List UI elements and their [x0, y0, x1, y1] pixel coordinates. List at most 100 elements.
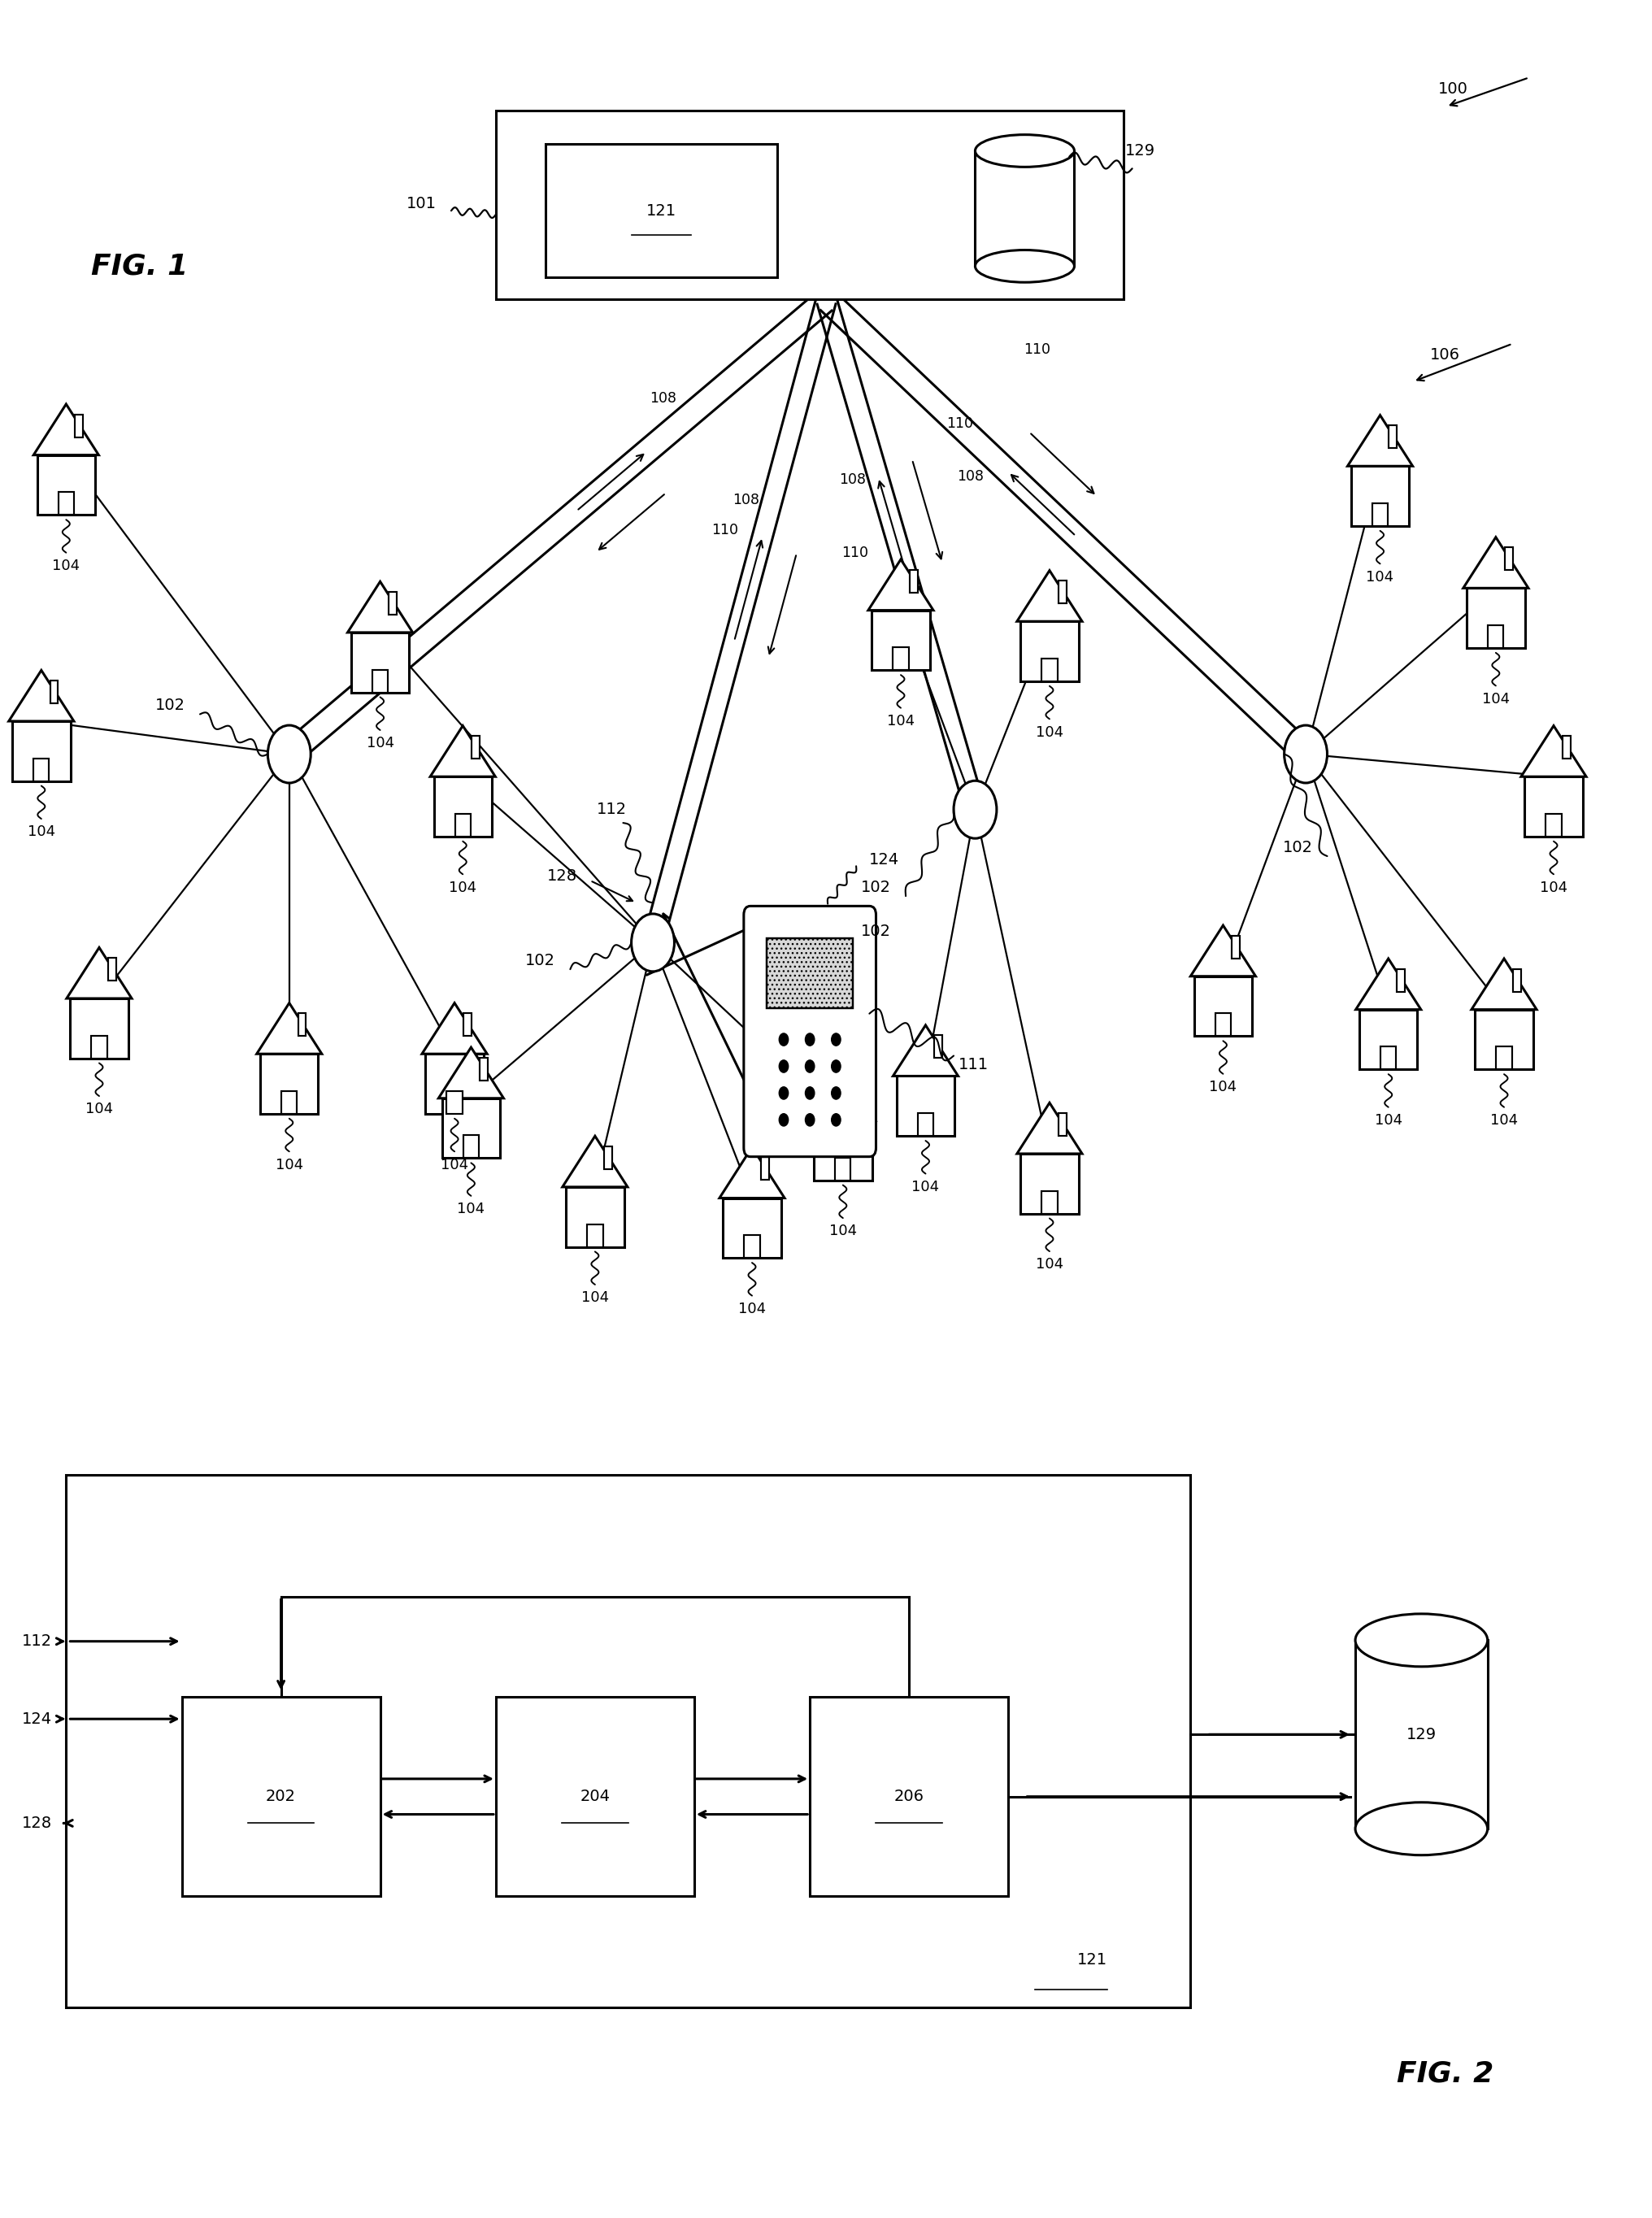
Bar	[917, 1113, 933, 1136]
Ellipse shape	[975, 251, 1074, 282]
Text: 108: 108	[649, 390, 676, 406]
Bar	[1545, 814, 1561, 836]
Bar	[586, 1224, 603, 1247]
Text: 108: 108	[839, 472, 866, 488]
Bar	[1561, 736, 1569, 759]
Polygon shape	[438, 1047, 504, 1098]
Bar	[372, 670, 388, 692]
Bar	[496, 1697, 694, 1896]
Polygon shape	[430, 725, 496, 776]
Text: 100: 100	[1437, 82, 1467, 95]
Bar	[471, 736, 479, 759]
Polygon shape	[33, 404, 99, 455]
Polygon shape	[1470, 958, 1536, 1009]
Bar	[895, 1076, 955, 1136]
Bar	[1057, 1113, 1066, 1136]
Text: FIG. 2: FIG. 2	[1396, 2061, 1493, 2087]
Text: 106: 106	[1429, 348, 1459, 362]
Bar	[743, 1235, 760, 1258]
Polygon shape	[1462, 537, 1528, 588]
Circle shape	[805, 1113, 814, 1127]
Bar	[50, 681, 58, 703]
Text: 104: 104	[86, 1102, 112, 1116]
Bar	[813, 1120, 872, 1180]
Text: 104: 104	[449, 881, 476, 894]
Bar	[446, 1091, 463, 1113]
Bar	[441, 1098, 501, 1158]
Text: 104: 104	[458, 1202, 484, 1215]
Polygon shape	[809, 1069, 876, 1120]
Circle shape	[778, 1060, 788, 1074]
Text: 110: 110	[841, 546, 867, 561]
Bar	[454, 814, 471, 836]
Ellipse shape	[1355, 1615, 1487, 1666]
Text: 104: 104	[53, 559, 79, 572]
Bar	[722, 1198, 781, 1258]
Text: 102: 102	[861, 881, 890, 894]
Bar	[1512, 969, 1520, 991]
Bar	[58, 492, 74, 515]
Bar	[1388, 426, 1396, 448]
Text: 112: 112	[596, 803, 626, 816]
Circle shape	[778, 1113, 788, 1127]
Polygon shape	[347, 581, 413, 632]
Bar	[33, 759, 50, 781]
Text: 104: 104	[441, 1158, 468, 1171]
Bar	[1358, 1009, 1417, 1069]
Circle shape	[805, 1034, 814, 1045]
Bar	[66, 1475, 1189, 2007]
Text: 104: 104	[1540, 881, 1566, 894]
Bar	[1214, 1014, 1231, 1036]
Ellipse shape	[975, 135, 1074, 166]
Polygon shape	[8, 670, 74, 721]
Bar	[1379, 1047, 1396, 1069]
Bar	[1465, 588, 1525, 648]
Text: 124: 124	[869, 852, 899, 867]
Bar	[350, 632, 410, 692]
Bar	[281, 1091, 297, 1113]
Text: 110: 110	[710, 523, 737, 537]
Text: 104: 104	[829, 1224, 856, 1238]
Text: 128: 128	[547, 869, 577, 883]
Bar	[463, 1136, 479, 1158]
Polygon shape	[256, 1003, 322, 1054]
Text: 102: 102	[861, 925, 890, 938]
Text: 128: 128	[21, 1817, 51, 1830]
Bar	[479, 1058, 487, 1080]
Bar	[1523, 776, 1583, 836]
Text: 104: 104	[1366, 570, 1393, 583]
Polygon shape	[719, 1147, 785, 1198]
Bar	[1495, 1047, 1512, 1069]
Bar	[933, 1036, 942, 1058]
Circle shape	[631, 914, 674, 971]
Bar	[433, 776, 492, 836]
Circle shape	[778, 1087, 788, 1100]
Text: 121: 121	[646, 204, 676, 217]
Text: FIG. 1: FIG. 1	[91, 253, 188, 279]
Text: 104: 104	[367, 736, 393, 750]
Text: 206: 206	[894, 1790, 923, 1803]
Text: 108: 108	[732, 492, 758, 508]
Bar	[851, 1080, 859, 1102]
Text: 104: 104	[1209, 1080, 1236, 1093]
Ellipse shape	[1355, 1803, 1487, 1854]
Text: 104: 104	[1374, 1113, 1401, 1127]
Bar	[975, 151, 1074, 266]
Text: 102: 102	[525, 954, 555, 967]
Bar	[1041, 659, 1057, 681]
Bar	[182, 1697, 380, 1896]
Bar	[496, 111, 1123, 299]
Polygon shape	[1189, 925, 1256, 976]
Bar	[1355, 1641, 1487, 1828]
Text: 101: 101	[406, 197, 436, 211]
Text: 104: 104	[582, 1291, 608, 1304]
Polygon shape	[421, 1003, 487, 1054]
Circle shape	[831, 1113, 841, 1127]
Bar	[1193, 976, 1252, 1036]
Text: 112: 112	[21, 1635, 51, 1648]
Polygon shape	[892, 1025, 958, 1076]
Text: 110: 110	[947, 417, 973, 430]
Polygon shape	[867, 559, 933, 610]
Bar	[259, 1054, 319, 1113]
Text: 104: 104	[1482, 692, 1508, 705]
